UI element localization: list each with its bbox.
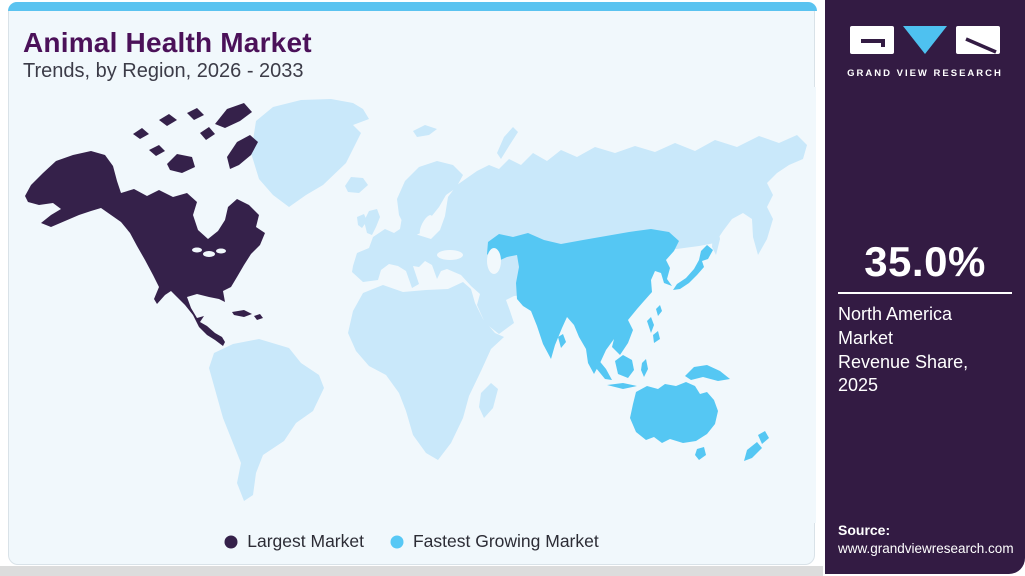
stat-caption-line1: North America Market [838, 304, 953, 348]
stat-caption: North America Market Revenue Share, 2025 [838, 303, 1012, 398]
page-subtitle: Trends, by Region, 2026 - 2033 [23, 60, 304, 82]
brand-logo: GRAND VIEW RESEARCH [825, 26, 1025, 79]
fastest-growing-dot-icon [390, 535, 404, 548]
map-panel: Animal Health Market Trends, by Region, … [8, 2, 817, 565]
region-north-america [25, 103, 265, 346]
stat-value: 35.0% [864, 238, 986, 285]
brand-name: GRAND VIEW RESEARCH [847, 68, 1003, 79]
inland-seas [192, 215, 501, 274]
page-title: Animal Health Market [23, 27, 312, 58]
source-url: www.grandviewresearch.com [838, 541, 1014, 556]
stat-caption-line2: Revenue Share, 2025 [838, 351, 969, 396]
region-rest-of-world [209, 99, 807, 501]
largest-market-dot-icon [224, 535, 238, 548]
stat-divider [838, 292, 1012, 294]
map-legend: Largest Market Fastest Growing Market [9, 531, 814, 552]
region-asia-pacific [487, 229, 769, 461]
gvr-logo-icon [850, 26, 1000, 54]
stat-sidebar: GRAND VIEW RESEARCH 35.0% North America … [825, 0, 1025, 574]
legend-label: Fastest Growing Market [412, 531, 599, 551]
stat-block: 35.0% North America Market Revenue Share… [838, 238, 1012, 398]
source-label: Source: [838, 522, 891, 538]
legend-item-largest-market: Largest Market [224, 531, 364, 552]
source-block: Source: www.grandviewresearch.com [838, 522, 1014, 556]
top-accent-strip [8, 2, 817, 11]
legend-item-fastest-growing-market: Fastest Growing Market [390, 531, 599, 552]
page-bottom-strip [0, 566, 823, 576]
world-map [9, 87, 816, 523]
legend-label: Largest Market [247, 531, 364, 551]
